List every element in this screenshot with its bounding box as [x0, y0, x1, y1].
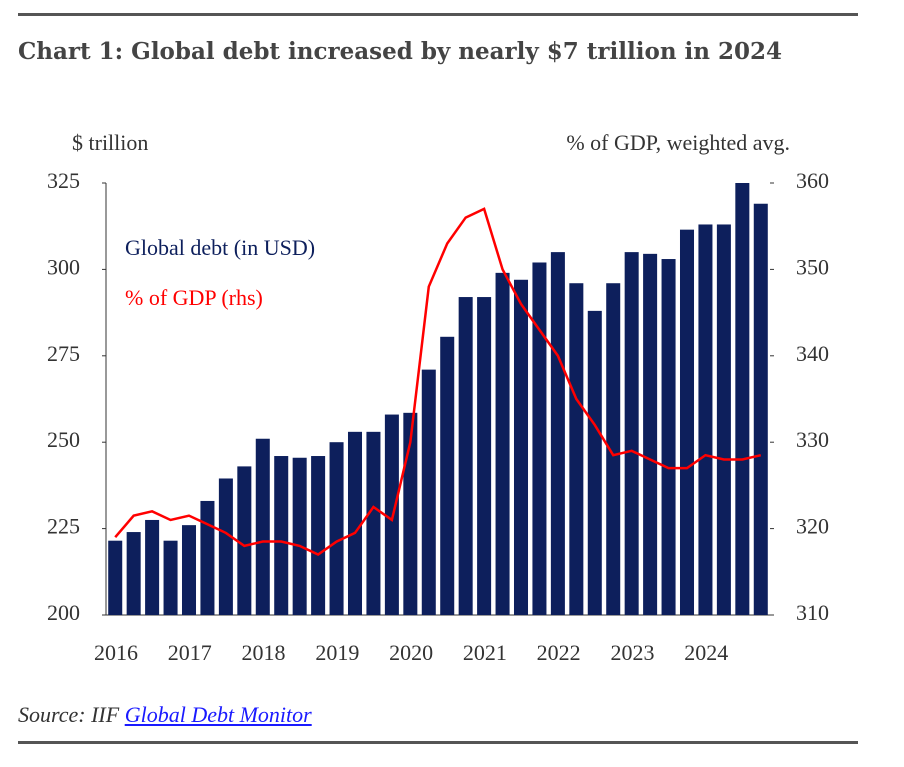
line [114, 207, 762, 556]
top-rule [18, 13, 858, 16]
bar [255, 438, 270, 615]
x-tick-label: 2021 [463, 640, 507, 665]
y2-tick-label: 340 [796, 341, 829, 366]
bar [274, 456, 289, 615]
source: Source: IIF Global Debt Monitor [18, 702, 312, 728]
y-tick-label: 325 [47, 168, 80, 193]
bar [550, 252, 565, 615]
bar [108, 540, 123, 615]
bar [587, 310, 602, 615]
bar [181, 525, 197, 615]
bar [643, 253, 658, 615]
legend-label: % of GDP (rhs) [125, 285, 263, 310]
bar [200, 500, 215, 615]
y-tick-label: 250 [47, 427, 80, 452]
x-tick-label: 2020 [389, 640, 433, 665]
bar [311, 456, 326, 615]
y2-tick-label: 350 [796, 254, 829, 279]
bar [698, 224, 713, 616]
x-tick-label: 2023 [610, 640, 654, 665]
x-tick-label: 2016 [94, 640, 138, 665]
bar [163, 540, 178, 615]
bar [735, 183, 750, 615]
legend-label: Global debt (in USD) [125, 235, 315, 260]
bar [569, 283, 584, 615]
bar [126, 532, 141, 615]
bar [218, 478, 233, 615]
y2-tick-label: 360 [796, 168, 829, 193]
y-tick-label: 275 [47, 341, 80, 366]
y2-tick-label: 330 [796, 427, 829, 452]
bar [606, 283, 621, 615]
bottom-rule [18, 741, 858, 744]
x-tick-label: 2022 [537, 640, 581, 665]
y-tick-label: 200 [47, 600, 80, 625]
bar [458, 297, 473, 615]
bar [145, 519, 160, 615]
y-tick-label: 300 [47, 254, 80, 279]
bar [477, 297, 492, 615]
bar [292, 457, 307, 615]
y2-axis-label: % of GDP, weighted avg. [566, 130, 790, 155]
bar [347, 431, 363, 615]
bar [679, 229, 695, 615]
bar [237, 466, 252, 615]
x-tick-label: 2024 [684, 640, 728, 665]
x-tick-label: 2019 [315, 640, 359, 665]
bar [624, 252, 639, 615]
bar [440, 336, 455, 615]
bar [403, 412, 418, 615]
y2-tick-label: 310 [796, 600, 829, 625]
y-tick-label: 225 [47, 514, 80, 539]
x-tick-label: 2018 [242, 640, 286, 665]
bar [753, 203, 768, 615]
bar [716, 224, 731, 616]
source-link[interactable]: Global Debt Monitor [124, 702, 312, 727]
bar [532, 262, 547, 615]
bar [329, 442, 344, 615]
y-axis-label: $ trillion [72, 130, 148, 155]
y2-tick-label: 320 [796, 514, 829, 539]
x-tick-label: 2017 [168, 640, 212, 665]
source-prefix: Source: IIF [18, 702, 120, 727]
bar [366, 431, 381, 615]
bar [513, 279, 529, 615]
bar [421, 369, 436, 615]
bar [661, 259, 676, 615]
bar [495, 272, 510, 615]
chart-title: Chart 1: Global debt increased by nearly… [18, 38, 783, 65]
